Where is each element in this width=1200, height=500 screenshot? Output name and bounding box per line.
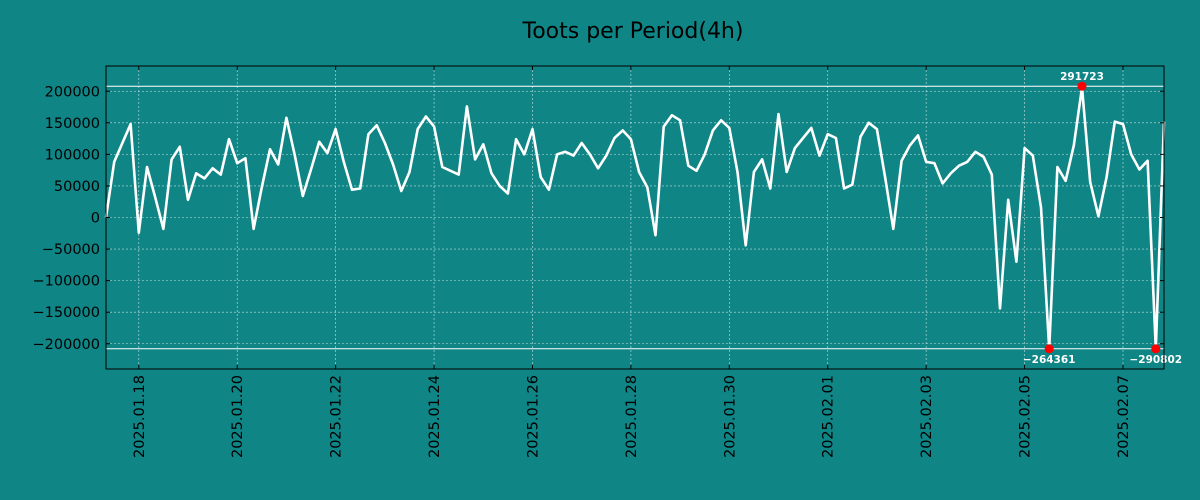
grid (106, 66, 1164, 369)
x-tick-label: 2025.01.22 (329, 375, 345, 458)
series-line (104, 86, 1166, 351)
annotation-label: 291723 (1060, 71, 1104, 83)
annotation-marker (1077, 81, 1087, 91)
x-tick-label: 2025.01.30 (722, 375, 738, 458)
x-tick-label: 2025.02.07 (1116, 375, 1132, 458)
y-tick-label: 0 (91, 211, 100, 227)
series-group (104, 86, 1166, 351)
y-tick-label: −50000 (42, 242, 100, 258)
x-tick-label: 2025.02.01 (821, 375, 837, 458)
x-tick-label: 2025.01.24 (427, 375, 443, 458)
y-tick-label: 100000 (45, 147, 100, 163)
x-axis: 2025.01.18 2025.01.20 2025.01.22 2025.01.24… (132, 66, 1132, 458)
y-axis: 200000 150000 100000 50000 0 −50000 −100000 −15… (32, 84, 1164, 353)
y-tick-label: 50000 (54, 179, 100, 195)
x-tick-label: 2025.02.05 (1018, 375, 1034, 458)
x-tick-label: 2025.01.28 (624, 375, 640, 458)
annotation-label: −264361 (1023, 354, 1076, 366)
annotation-marker (1044, 344, 1054, 354)
y-tick-label: 150000 (45, 116, 100, 132)
x-tick-label: 2025.01.20 (230, 375, 246, 458)
y-tick-label: −100000 (32, 274, 100, 290)
y-tick-label: −150000 (32, 305, 100, 321)
annotation-marker (1151, 344, 1161, 354)
y-tick-label: −200000 (32, 337, 100, 353)
x-tick-label: 2025.02.03 (919, 375, 935, 458)
y-tick-label: 200000 (45, 84, 100, 100)
reference-lines (106, 85, 1164, 350)
annotation-markers (1044, 81, 1161, 354)
annotation-labels: 291723 −264361 −290802 (1023, 71, 1182, 366)
x-tick-label: 2025.01.26 (525, 375, 541, 458)
annotation-label: −290802 (1129, 354, 1182, 366)
chart-title: Toots per Period(4h) (522, 19, 744, 44)
x-tick-label: 2025.01.18 (132, 375, 148, 458)
